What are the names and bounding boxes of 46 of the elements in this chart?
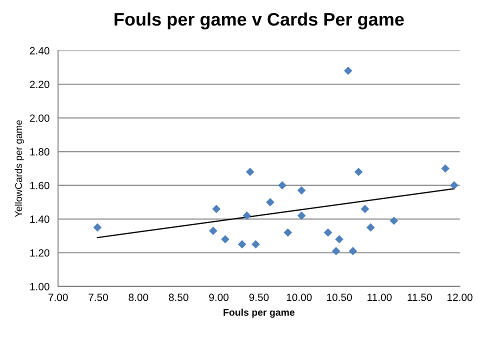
x-tick-label: 11.00 bbox=[368, 294, 392, 302]
x-tick-label: 9.00 bbox=[209, 294, 228, 302]
x-tick-label: 12.00 bbox=[448, 294, 472, 302]
y-tick-label: 2.20 bbox=[30, 80, 50, 88]
point bbox=[242, 212, 252, 220]
point bbox=[344, 66, 352, 75]
x-tick-label: 7.50 bbox=[88, 294, 108, 302]
point bbox=[390, 216, 398, 225]
x-axis-title: Fouls per game bbox=[224, 308, 295, 318]
point bbox=[441, 164, 450, 173]
point bbox=[332, 246, 340, 256]
point bbox=[284, 228, 292, 237]
point bbox=[297, 186, 306, 195]
point bbox=[212, 204, 221, 214]
point bbox=[324, 228, 332, 237]
y-tick-label: 2.40 bbox=[30, 47, 50, 54]
point bbox=[354, 168, 363, 176]
point bbox=[335, 235, 344, 244]
x-tick-label: 10.00 bbox=[286, 294, 312, 302]
point bbox=[450, 181, 458, 190]
y-axis-title: YellowCards per game bbox=[14, 120, 24, 218]
chart-title: Fouls per game v Cards Per game bbox=[114, 12, 404, 30]
x-tick-label: 11.50 bbox=[408, 294, 432, 302]
point bbox=[246, 168, 254, 176]
point bbox=[221, 235, 230, 244]
x-tick-label: 7.00 bbox=[48, 294, 68, 302]
y-tick-label: 1.80 bbox=[30, 148, 50, 156]
point bbox=[348, 246, 358, 256]
y-tick-label: 1.40 bbox=[30, 216, 50, 223]
y-tick-label: 1.20 bbox=[30, 249, 50, 257]
point bbox=[366, 223, 375, 232]
x-tick-label: 10.50 bbox=[327, 294, 352, 302]
point bbox=[252, 240, 260, 248]
point bbox=[297, 212, 306, 220]
y-tick-label: 1.00 bbox=[30, 282, 50, 290]
y-tick-label: 1.60 bbox=[30, 182, 50, 190]
y-tick-label: 2.00 bbox=[30, 114, 50, 122]
x-tick-label: 9.50 bbox=[249, 294, 269, 302]
point bbox=[266, 198, 274, 206]
point bbox=[93, 223, 102, 232]
x-tick-label: 8.00 bbox=[128, 294, 148, 302]
point bbox=[278, 181, 286, 190]
point bbox=[360, 204, 370, 214]
point bbox=[238, 240, 246, 248]
x-tick-label: 8.50 bbox=[168, 294, 188, 302]
point bbox=[208, 226, 218, 236]
